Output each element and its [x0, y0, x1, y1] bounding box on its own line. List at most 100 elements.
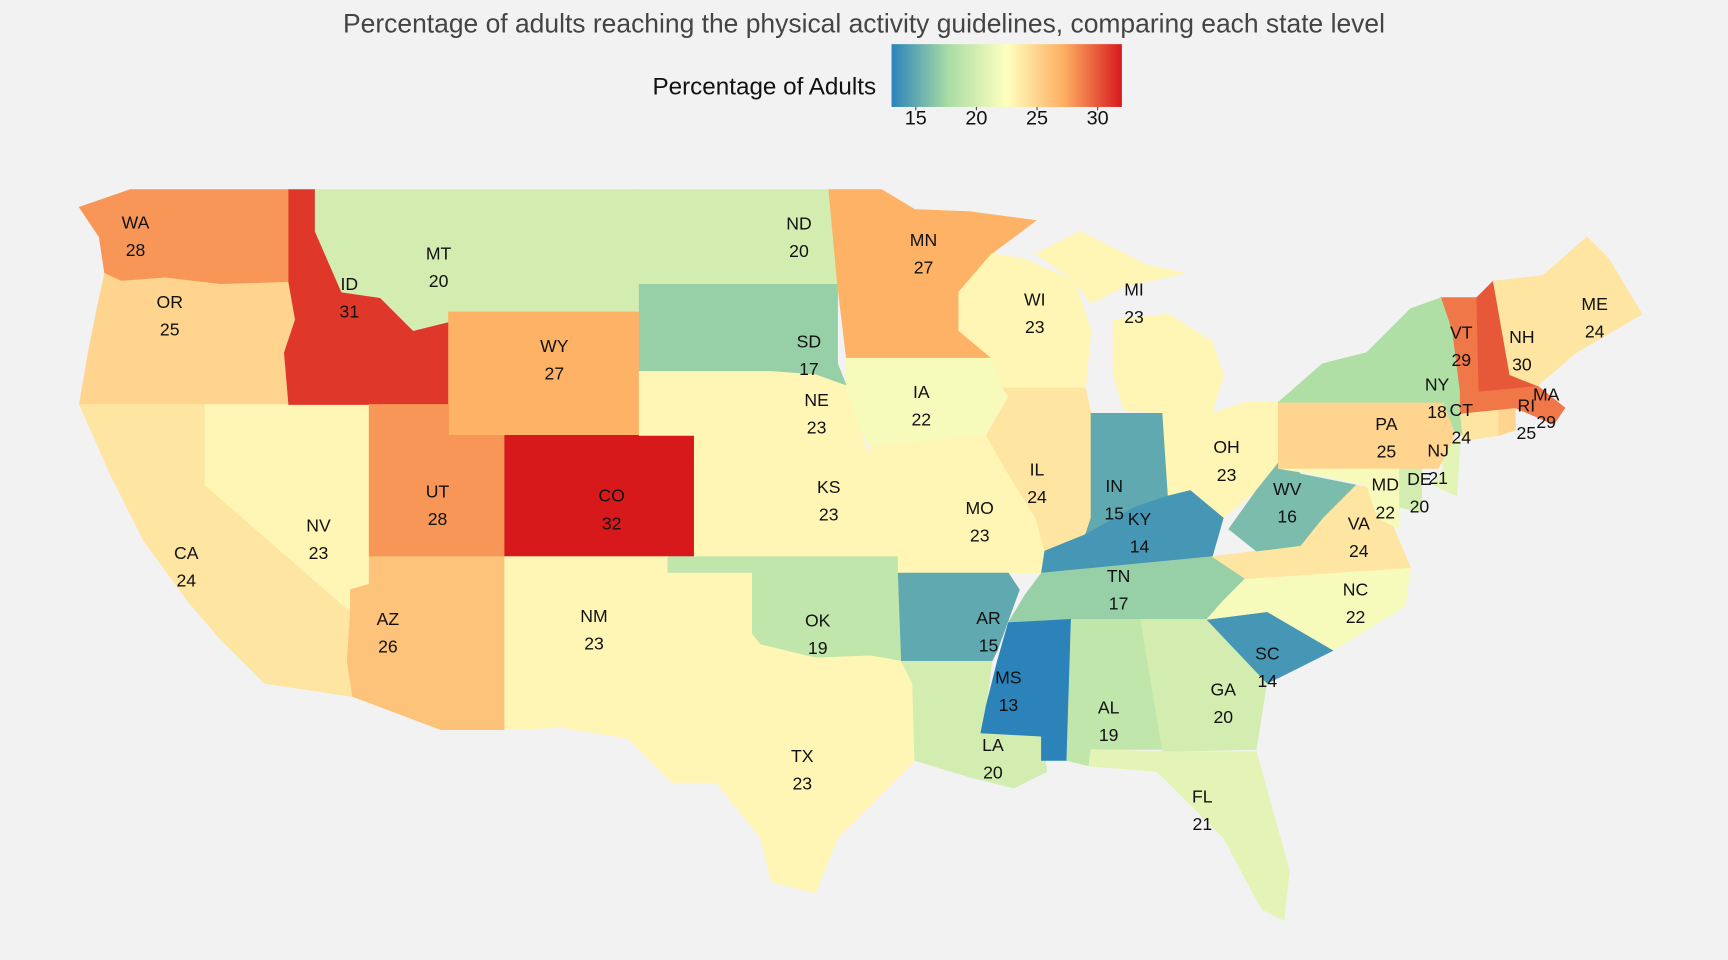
state-abbr: CA: [174, 543, 199, 563]
state: [78, 272, 296, 405]
state: [561, 572, 916, 894]
state: [1140, 619, 1268, 752]
state-value: 24: [1452, 427, 1472, 447]
state-abbr: IA: [913, 382, 930, 402]
state-value: 19: [808, 638, 828, 658]
state-abbr: NV: [306, 515, 331, 535]
state-value: 24: [1349, 541, 1369, 561]
state-abbr: VT: [1450, 323, 1473, 343]
state-value: 25: [1517, 423, 1537, 443]
states: [78, 189, 1643, 921]
state-value: 24: [1027, 487, 1047, 507]
state-abbr: ND: [786, 214, 811, 234]
state-value: 29: [1452, 350, 1472, 370]
state-abbr: UT: [426, 481, 450, 501]
state-abbr: NJ: [1427, 441, 1449, 461]
state-abbr: WY: [540, 336, 569, 356]
state-abbr: KY: [1128, 509, 1152, 529]
state-abbr: DE: [1407, 469, 1431, 489]
state-value: 17: [1109, 594, 1129, 614]
state: [900, 660, 1048, 789]
state-value: 22: [1375, 502, 1395, 522]
state-value: 20: [789, 241, 809, 261]
state-value: 22: [912, 410, 932, 430]
state: [638, 189, 838, 285]
state-value: 31: [340, 302, 360, 322]
colorbar: [891, 44, 1122, 107]
state-abbr: MS: [995, 668, 1021, 688]
state-abbr: WI: [1024, 290, 1046, 310]
state-abbr: OK: [805, 610, 831, 630]
state-value: 25: [1377, 442, 1397, 462]
state-abbr: RI: [1518, 395, 1536, 415]
state-value: 22: [1346, 607, 1366, 627]
state-labels: WA 28 OR 25 CA 24 NV 23 ID 31 MT 20 WY 27 UT 28 AZ 26 CO 32…: [122, 212, 1608, 834]
state-value: 14: [1130, 536, 1150, 556]
state: [346, 556, 506, 730]
state-value: 16: [1277, 507, 1297, 527]
state: [846, 357, 1009, 447]
state-abbr: MA: [1533, 384, 1560, 404]
state-value: 23: [970, 525, 990, 545]
state-value: 19: [1099, 725, 1119, 745]
state-abbr: NE: [804, 390, 828, 410]
state-value: 20: [429, 271, 449, 291]
state-value: 27: [545, 363, 565, 383]
state-abbr: WA: [122, 212, 150, 232]
state-abbr: NC: [1343, 579, 1369, 599]
state-abbr: MO: [966, 498, 994, 518]
state-value: 23: [1025, 317, 1045, 337]
state-abbr: NM: [580, 606, 607, 626]
colorbar-tick-label: 20: [965, 107, 987, 129]
state-value: 30: [1512, 355, 1532, 375]
state-abbr: PA: [1375, 414, 1397, 434]
chart-title: Percentage of adults reaching the physic…: [343, 8, 1385, 38]
state-value: 23: [1124, 307, 1144, 327]
state-value: 20: [1410, 497, 1430, 517]
state: [1205, 567, 1411, 651]
state-value: 23: [792, 773, 812, 793]
state-value: 25: [160, 319, 180, 339]
state-abbr: LA: [982, 735, 1004, 755]
state-value: 24: [1585, 322, 1605, 342]
state-abbr: AL: [1098, 697, 1120, 717]
state-value: 20: [1213, 707, 1233, 727]
state-abbr: MN: [910, 230, 937, 250]
colorbar-tick-label: 30: [1087, 107, 1109, 129]
state-abbr: FL: [1192, 787, 1213, 807]
state-abbr: MI: [1124, 280, 1144, 300]
state-abbr: ID: [341, 274, 359, 294]
state-value: 23: [1217, 465, 1237, 485]
state-value: 29: [1536, 412, 1556, 432]
state-value: 15: [979, 636, 999, 656]
colorbar-tick-label: 15: [905, 107, 927, 129]
state: [1088, 749, 1290, 921]
state-abbr: KS: [817, 477, 841, 497]
state-abbr: WV: [1273, 479, 1302, 499]
state: [1228, 445, 1357, 552]
state-abbr: IL: [1030, 459, 1045, 479]
state: [1492, 236, 1643, 387]
state-value: 17: [799, 359, 819, 379]
state: [693, 457, 899, 557]
colorbar-tick-label: 25: [1026, 107, 1048, 129]
state-value: 26: [378, 637, 398, 657]
state-abbr: AR: [976, 608, 1000, 628]
state-abbr: ME: [1581, 294, 1607, 314]
state-abbr: MT: [426, 243, 452, 263]
state-abbr: CO: [598, 486, 624, 506]
state-abbr: OH: [1213, 437, 1239, 457]
state-abbr: TN: [1107, 566, 1131, 586]
state-abbr: SC: [1255, 643, 1280, 663]
state: [78, 189, 290, 285]
state-abbr: CT: [1450, 400, 1474, 420]
state-value: 14: [1258, 671, 1278, 691]
state-abbr: IN: [1105, 476, 1123, 496]
state-abbr: TX: [791, 746, 814, 766]
state-abbr: NY: [1425, 374, 1450, 394]
state-abbr: SD: [797, 331, 821, 351]
state-value: 23: [819, 504, 839, 524]
colorbar-title: Percentage of Adults: [652, 74, 876, 101]
